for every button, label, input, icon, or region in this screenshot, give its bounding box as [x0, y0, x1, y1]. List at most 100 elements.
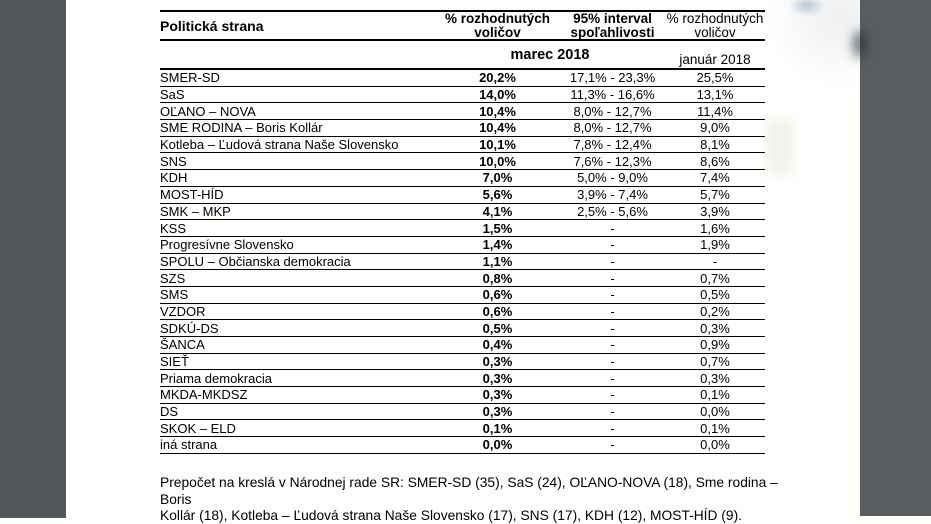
table-row: DS 0,3% - 0,0% — [160, 404, 765, 421]
table-row: MOST-HÍD 5,6% 3,9% - 7,4% 5,7% — [160, 187, 765, 204]
value-decided-march: 0,4% — [482, 337, 513, 353]
value-decided-january: 7,4% — [700, 170, 730, 186]
party-name: SZS — [160, 270, 186, 286]
value-decided-march: 4,1% — [482, 203, 513, 219]
value-confidence-interval: - — [610, 270, 615, 286]
value-confidence-interval: 17,1% - 23,3% — [569, 70, 656, 86]
table-row: SaS 14,0% 11,3% - 16,6% 13,1% — [160, 87, 765, 104]
table-body: SMER-SD 20,2% 17,1% - 23,3% 25,5% SaS 14,0% 11… — [160, 70, 765, 454]
party-name: SIEŤ — [160, 354, 189, 370]
value-confidence-interval: - — [610, 320, 615, 336]
party-name: Priama demokracia — [160, 370, 272, 386]
party-name: iná strana — [160, 437, 218, 453]
party-name: MKDA-MKDSZ — [160, 387, 248, 403]
value-decided-january: 0,7% — [700, 270, 730, 286]
value-decided-march: 1,1% — [482, 253, 513, 269]
value-decided-january: 1,9% — [700, 237, 730, 253]
value-decided-january: 0,3% — [700, 370, 730, 386]
value-decided-january: - — [712, 253, 718, 269]
value-decided-january: 0,1% — [700, 420, 730, 436]
value-decided-march: 0,1% — [482, 420, 513, 436]
value-confidence-interval: 3,9% - 7,4% — [577, 187, 648, 203]
table-row: VZDOR 0,6% - 0,2% — [160, 304, 765, 321]
column-header-party: Politická strana — [160, 17, 264, 34]
value-decided-january: 0,0% — [700, 404, 730, 420]
value-decided-march: 0,5% — [482, 320, 513, 336]
value-confidence-interval: - — [610, 354, 615, 370]
value-confidence-interval: 5,0% - 9,0% — [577, 170, 648, 186]
party-name: KDH — [160, 170, 188, 186]
party-name: KSS — [160, 220, 187, 236]
party-name: SNS — [160, 153, 187, 169]
value-confidence-interval: 7,6% - 12,3% — [573, 153, 652, 169]
party-name: SKOK – ELD — [160, 420, 236, 436]
value-decided-march: 10,0% — [479, 153, 516, 169]
party-name: SMER-SD — [160, 70, 220, 86]
value-decided-january: 3,9% — [700, 203, 730, 219]
value-decided-january: 8,6% — [700, 153, 730, 169]
value-confidence-interval: - — [610, 253, 615, 269]
viewer-right-margin — [860, 0, 931, 516]
paper-smudge-artifact — [766, 118, 794, 176]
table-row: iná strana 0,0% - 0,0% — [160, 437, 765, 454]
cursor-smudge-artifact — [790, 0, 824, 16]
period-label-march: marec 2018 — [510, 46, 590, 63]
value-confidence-interval: - — [610, 370, 615, 386]
value-decided-march: 5,6% — [482, 187, 513, 203]
value-decided-march: 10,4% — [479, 103, 516, 119]
table-row: Priama demokracia 0,3% - 0,3% — [160, 370, 765, 388]
party-name: VZDOR — [160, 303, 206, 319]
value-decided-january: 13,1% — [696, 87, 734, 103]
value-confidence-interval: - — [610, 437, 615, 453]
value-confidence-interval: 2,5% - 5,6% — [577, 203, 648, 219]
seat-projection-note-line2: Kollár (18), Kotleba – Ľudová strana Naš… — [160, 508, 742, 524]
table-row: SKOK – ELD 0,1% - 0,1% — [160, 420, 765, 438]
value-decided-january: 0,9% — [700, 337, 730, 353]
table-row: SMS 0,6% - 0,5% — [160, 287, 765, 304]
table-row: MKDA-MKDSZ 0,3% - 0,1% — [160, 387, 765, 404]
value-decided-march: 0,0% — [482, 437, 513, 453]
party-name: SDKÚ-DS — [160, 320, 219, 336]
seat-projection-note-line1: Prepočet na kreslá v Národnej rade SR: S… — [160, 475, 778, 507]
value-decided-january: 0,5% — [700, 287, 730, 303]
value-decided-march: 0,3% — [482, 354, 513, 370]
value-decided-january: 11,4% — [697, 103, 733, 119]
value-confidence-interval: - — [610, 420, 615, 436]
table-row: SPOLU – Občianska demokracia 1,1% - - — [160, 254, 765, 271]
value-decided-january: 0,1% — [700, 387, 730, 403]
table-row: OĽANO – NOVA 10,4% 8,0% - 12,7% 11,4% — [160, 103, 765, 121]
poll-results-table: Politická strana % rozhodnutých voličov … — [160, 10, 765, 454]
value-confidence-interval: - — [610, 220, 615, 236]
table-row: Progresívne Slovensko 1,4% - 1,9% — [160, 237, 765, 254]
value-decided-january: 8,1% — [700, 137, 730, 153]
value-confidence-interval: - — [610, 237, 615, 253]
table-row: Kotleba – Ľudová strana Naše Slovensko 10… — [160, 137, 765, 154]
party-name: SMK – MKP — [160, 203, 231, 219]
value-decided-january: 25,5% — [696, 70, 734, 86]
value-decided-march: 20,2% — [479, 70, 516, 86]
value-confidence-interval: 11,3% - 16,6% — [570, 87, 655, 103]
value-decided-march: 7,0% — [482, 170, 513, 186]
value-decided-march: 10,4% — [479, 120, 516, 136]
table-row: KDH 7,0% 5,0% - 9,0% 7,4% — [160, 170, 765, 187]
value-decided-march: 0,3% — [482, 370, 513, 386]
page-shading-artifact — [762, 0, 860, 90]
value-decided-january: 5,7% — [700, 187, 730, 203]
table-row: ŠANCA 0,4% - 0,9% — [160, 337, 765, 354]
table-period-row: marec 2018 január 2018 — [160, 41, 765, 70]
period-label-january: január 2018 — [679, 52, 751, 67]
value-decided-january: 0,3% — [700, 320, 730, 336]
party-name: SPOLU – Občianska demokracia — [160, 253, 351, 269]
table-row: SMK – MKP 4,1% 2,5% - 5,6% 3,9% — [160, 204, 765, 221]
party-name: OĽANO – NOVA — [160, 103, 256, 119]
value-decided-march: 0,6% — [482, 303, 513, 319]
party-name: ŠANCA — [160, 337, 205, 353]
value-confidence-interval: - — [610, 404, 615, 420]
value-decided-january: 0,0% — [700, 437, 730, 453]
value-decided-march: 1,5% — [482, 220, 513, 236]
value-decided-march: 10,1% — [479, 137, 516, 153]
party-name: DS — [160, 404, 179, 420]
party-name: SaS — [160, 87, 185, 103]
value-decided-january: 0,7% — [700, 354, 730, 370]
